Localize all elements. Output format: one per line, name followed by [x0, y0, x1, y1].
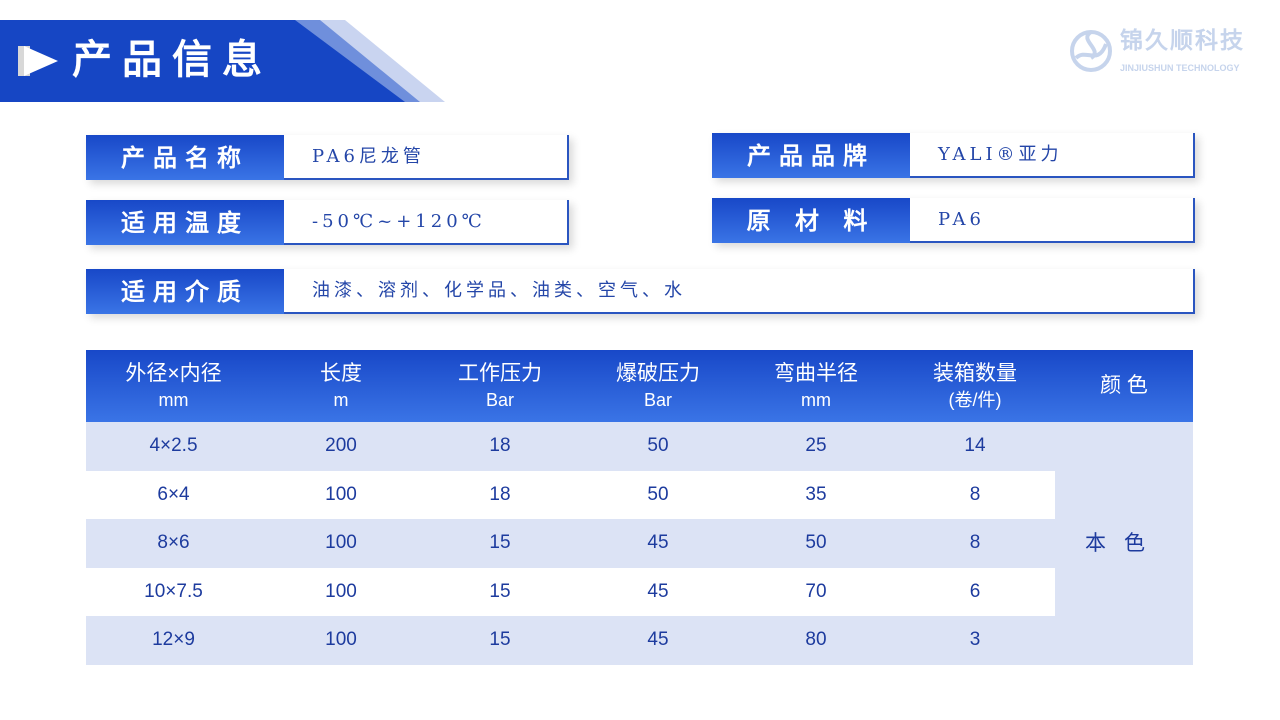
- table-cell: 18: [421, 470, 579, 519]
- table-cell: 12×9: [86, 616, 261, 665]
- company-logo: 锦久顺科技 JINJIUSHUN TECHNOLOGY: [1068, 26, 1268, 76]
- header-title: 弯曲半径: [774, 362, 858, 385]
- table-cell: 25: [737, 422, 895, 471]
- header-title: 颜 色: [1100, 374, 1148, 397]
- table-cell: 15: [421, 567, 579, 616]
- header-unit: (卷/件): [948, 390, 1002, 410]
- info-product-name: 产品名称 PA6尼龙管: [86, 135, 569, 180]
- info-material: 原 材 料 PA6: [712, 198, 1195, 243]
- header-title: 长度: [320, 362, 362, 385]
- info-value: PA6: [910, 198, 1195, 243]
- table-cell: 35: [737, 470, 895, 519]
- info-value: -50℃~+120℃: [284, 200, 569, 245]
- table-cell: 50: [579, 422, 737, 471]
- info-label: 适用介质: [86, 269, 284, 314]
- info-brand: 产品品牌 YALI®亚力: [712, 133, 1195, 178]
- table-cell: 6×4: [86, 470, 261, 519]
- page-title: 产品信息: [72, 36, 272, 83]
- column-header: 工作压力 Bar: [421, 350, 579, 422]
- info-value: YALI®亚力: [910, 133, 1195, 178]
- header-unit: Bar: [485, 390, 514, 410]
- section-header: 产品信息: [0, 20, 445, 102]
- logo-subtitle: JINJIUSHUN TECHNOLOGY: [1120, 63, 1240, 73]
- info-value: 油漆、溶剂、化学品、油类、空气、水: [284, 269, 1195, 314]
- info-label: 产品品牌: [712, 133, 910, 178]
- spec-table: 外径×内径 mm 长度 m 工作压力 Bar 爆破压力 Bar 弯曲半径 mm 装箱数量 (卷/件) 颜…: [86, 350, 1193, 665]
- table-cell: 70: [737, 567, 895, 616]
- logo-icon: [1070, 30, 1112, 72]
- table-cell: 200: [261, 422, 421, 471]
- table-cell: 45: [579, 519, 737, 568]
- play-arrow-icon: [18, 46, 58, 76]
- table-cell: 18: [421, 422, 579, 471]
- info-label: 原 材 料: [712, 198, 910, 243]
- table-cell: 45: [579, 567, 737, 616]
- table-row: 4×2.5 200 18 50 25 14 本色: [86, 422, 1193, 665]
- table-cell: 100: [261, 616, 421, 665]
- table-cell: 45: [579, 616, 737, 665]
- table-cell: 8: [895, 519, 1055, 568]
- column-header: 长度 m: [261, 350, 421, 422]
- table-cell: 80: [737, 616, 895, 665]
- table-cell: 100: [261, 519, 421, 568]
- table-cell: 50: [579, 470, 737, 519]
- header-title: 工作压力: [458, 362, 542, 385]
- info-label: 适用温度: [86, 200, 284, 245]
- header-unit: mm: [801, 390, 831, 410]
- column-header: 装箱数量 (卷/件): [895, 350, 1055, 422]
- column-header: 爆破压力 Bar: [579, 350, 737, 422]
- header-title: 装箱数量: [933, 362, 1017, 385]
- table-cell: 100: [261, 567, 421, 616]
- info-temperature: 适用温度 -50℃~+120℃: [86, 200, 569, 245]
- info-media: 适用介质 油漆、溶剂、化学品、油类、空气、水: [86, 269, 1195, 314]
- table-cell: 100: [261, 470, 421, 519]
- table-cell: 6: [895, 567, 1055, 616]
- table-row: 12×9 100 15 45 80 3: [86, 616, 1193, 665]
- table-cell: 50: [737, 519, 895, 568]
- info-label: 产品名称: [86, 135, 284, 180]
- header-unit: mm: [158, 390, 189, 410]
- table-cell: 8: [895, 470, 1055, 519]
- table-row: 10×7.5 100 15 45 70 6: [86, 567, 1193, 616]
- column-header: 弯曲半径 mm: [737, 350, 895, 422]
- table-header-row: 外径×内径 mm 长度 m 工作压力 Bar 爆破压力 Bar 弯曲半径 mm 装箱数量 (卷/件) 颜…: [86, 350, 1193, 422]
- table-row: 8×6 100 15 45 50 8: [86, 519, 1193, 568]
- table-cell: 14: [895, 422, 1055, 471]
- logo-name: 锦久顺科技: [1120, 27, 1245, 53]
- header-title: 爆破压力: [616, 362, 700, 385]
- table-cell: 10×7.5: [86, 567, 261, 616]
- header-unit: m: [333, 390, 349, 410]
- table-cell: 3: [895, 616, 1055, 665]
- table-cell: 8×6: [86, 519, 261, 568]
- color-cell: 本色: [1055, 422, 1193, 665]
- column-header: 外径×内径 mm: [86, 350, 261, 422]
- column-header: 颜 色: [1055, 350, 1193, 422]
- table-cell: 15: [421, 616, 579, 665]
- header-banner: [0, 20, 445, 102]
- header-title: 外径×内径: [125, 362, 222, 385]
- info-value: PA6尼龙管: [284, 135, 569, 180]
- table-cell: 4×2.5: [86, 422, 261, 471]
- table-cell: 15: [421, 519, 579, 568]
- table-row: 6×4 100 18 50 35 8: [86, 470, 1193, 519]
- header-unit: Bar: [643, 390, 672, 410]
